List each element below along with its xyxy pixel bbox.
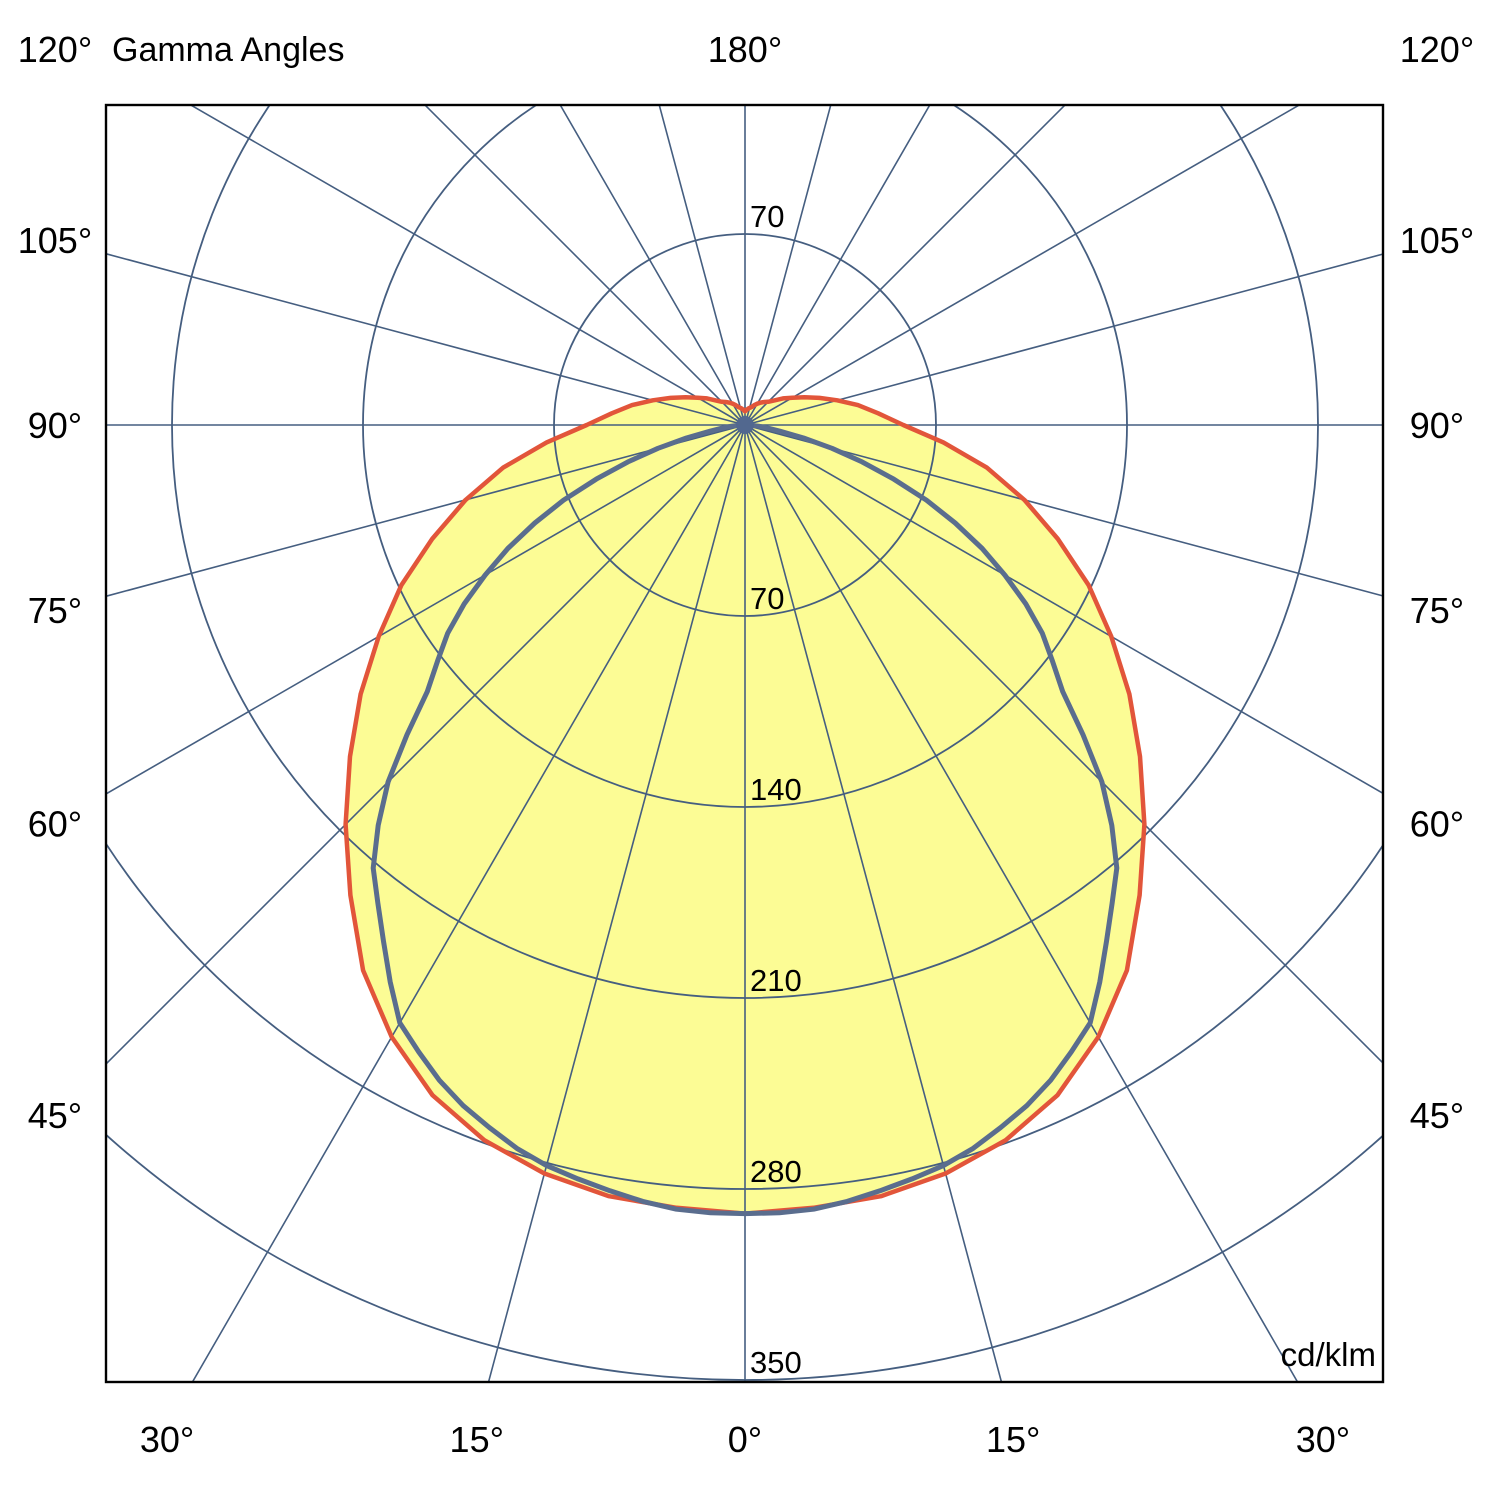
gamma-label-left: 75° [28,590,82,631]
gamma-label-right: 90° [1410,405,1464,446]
ring-value-label: 140 [750,772,802,807]
gamma-label-left: 120° [18,29,92,70]
angle-spoke [744,424,1383,795]
angle-spoke [744,105,1301,426]
angle-spoke [191,424,746,1382]
gamma-label-left: 105° [18,220,92,261]
angle-spoke [106,424,746,795]
angle-spoke [106,252,746,426]
angle-spoke [744,105,931,426]
curve-c90-c270 [370,422,1120,1217]
gamma-label-bottom: 30° [140,1419,194,1460]
gamma-label-bottom: 0° [728,1419,762,1460]
gamma-label-left: 90° [28,405,82,446]
angle-spoke [744,424,1003,1382]
angle-spoke [487,424,746,1382]
gamma-label-right: 120° [1400,29,1474,70]
ring-value-label-top: 70 [750,199,784,234]
angle-spoke [106,424,746,1066]
chart-title: Gamma Angles [112,31,344,69]
angle-spoke [744,424,1383,1065]
angle-spoke [744,424,1299,1382]
plot-border [104,103,1385,1384]
gamma-label-180: 180° [708,29,782,70]
units-label: cd/klm [1281,1336,1376,1373]
angle-spoke [744,253,1383,426]
angle-spoke [744,105,832,426]
gamma-label-left: 60° [28,803,82,844]
angle-spoke [423,105,746,426]
gamma-label-bottom: 15° [986,1419,1040,1460]
gamma-label-right: 60° [1410,803,1464,844]
ring-value-label: 280 [750,1154,802,1189]
gamma-label-right: 105° [1400,220,1474,261]
ring-value-label: 70 [750,581,784,616]
gamma-label-right: 75° [1410,590,1464,631]
ring-value-label: 350 [750,1345,802,1380]
gamma-label-left: 45° [28,1095,82,1136]
gamma-label-right: 45° [1410,1095,1464,1136]
angle-spoke [106,424,746,598]
gamma-label-bottom: 15° [450,1419,504,1460]
angle-spoke [744,105,1067,426]
gamma-label-bottom: 30° [1296,1419,1350,1460]
angle-spoke [189,105,746,426]
labels: Gamma Angles 180° 120° 120° 105° 105° 90° 90° 75… [18,29,1474,1460]
center-dot [736,416,754,434]
angle-spoke [744,424,1383,597]
angle-spoke [559,105,746,426]
angle-spoke [658,105,746,426]
ring-value-label: 210 [750,963,802,998]
